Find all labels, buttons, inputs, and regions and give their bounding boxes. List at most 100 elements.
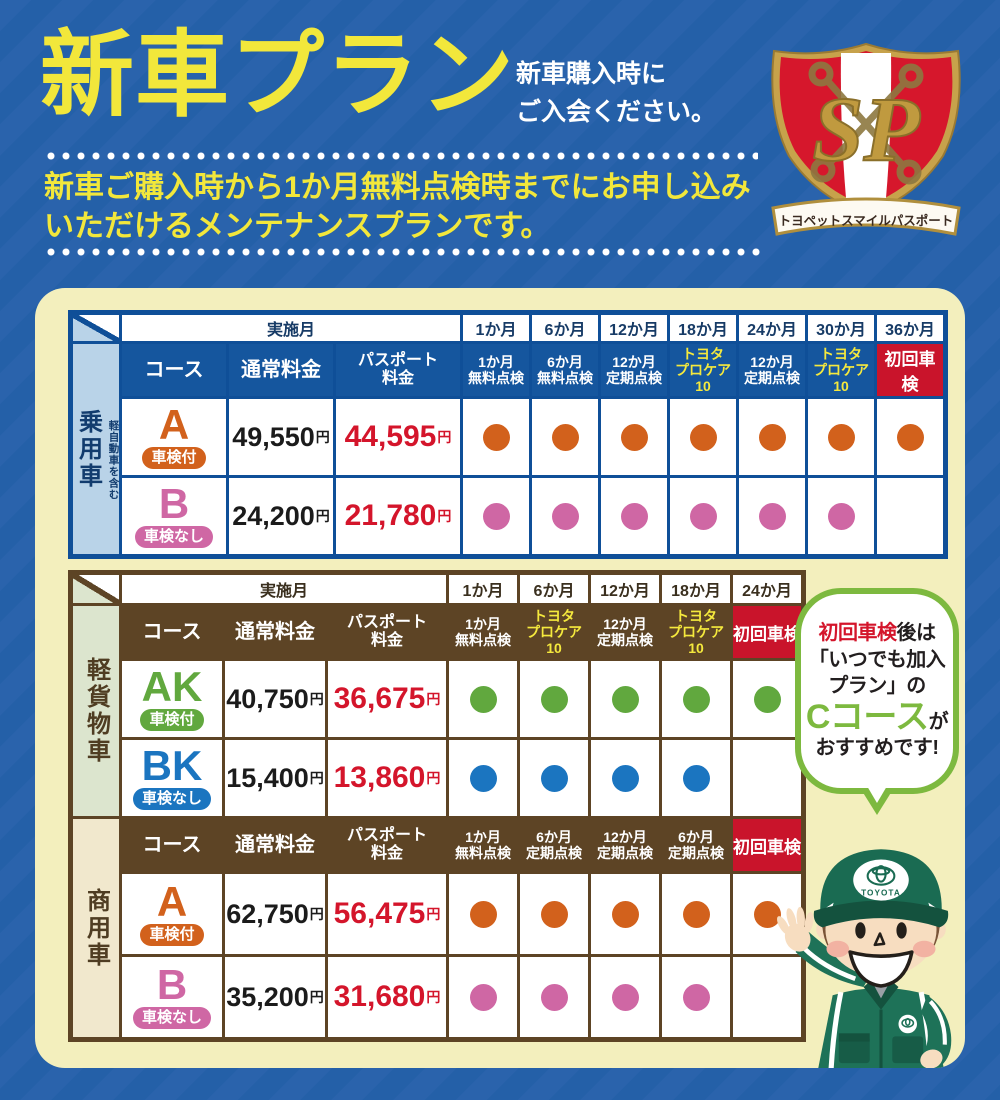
vehicle-label: 乗用車 — [74, 408, 102, 490]
dot-cell — [877, 399, 943, 475]
dot-cell — [520, 661, 588, 737]
dot-cell — [808, 399, 874, 475]
dot-cell — [463, 478, 529, 554]
month-label: 24か月 — [733, 575, 801, 603]
mascot-illustration: TOYOTA — [777, 849, 952, 1068]
month-label: 30か月 — [808, 315, 874, 341]
regular-price: 35,200 円 — [225, 957, 325, 1037]
passport-price: 13,860 円 — [328, 740, 446, 816]
col-header-regular: 通常料金 — [225, 819, 325, 871]
schedule-label: 実施月 — [122, 315, 460, 341]
shaken-badge: 車検付 — [140, 923, 204, 947]
course-cell: BK 車検なし — [122, 740, 222, 816]
dot-cell — [670, 399, 736, 475]
shaken-badge: 車検付 — [140, 708, 204, 732]
course-cell: A 車検付 — [122, 874, 222, 954]
dot-cell — [808, 478, 874, 554]
dot-cell — [532, 478, 598, 554]
dot-cell — [601, 399, 667, 475]
inspection-header: 12か月 定期点検 — [591, 606, 659, 658]
table-kei-commercial: 実施月 1か月 6か月 12か月 18か月 24か月 軽貨物車 コース 通常料金… — [68, 570, 806, 1042]
inspection-header-procare: トヨタ プロケア10 — [808, 344, 874, 396]
shaken-badge: 車検なし — [132, 787, 211, 811]
col-header-passport: パスポート 料金 — [328, 606, 446, 658]
inspection-header: 12か月 定期点検 — [601, 344, 667, 396]
col-header-regular: 通常料金 — [225, 606, 325, 658]
course-letter: B — [156, 960, 188, 1008]
badge-banner-text: トヨペットスマイルパスポート — [779, 213, 954, 228]
subtitle: 新車購入時に ご入会ください。 — [516, 60, 717, 126]
dot-cell — [520, 740, 588, 816]
inspection-header: 12か月 定期点検 — [591, 819, 659, 871]
dot-cell — [591, 740, 659, 816]
toyota-mechanic-mascot: TOYOTA — [773, 806, 965, 1068]
corner-cell — [73, 575, 119, 603]
col-header-course: コース — [122, 819, 222, 871]
dot-cell — [520, 874, 588, 954]
passport-price: 31,680 円 — [328, 957, 446, 1037]
vehicle-note: 軽自動車を含む — [107, 419, 120, 501]
course-letter: A — [158, 400, 190, 448]
inspection-header-shaken: 初回車検 — [877, 344, 943, 396]
dot-cell — [449, 874, 517, 954]
dot-cell — [670, 478, 736, 554]
col-header-passport: パスポート 料金 — [336, 344, 460, 396]
month-label: 18か月 — [662, 575, 730, 603]
course-letter: A — [156, 877, 188, 925]
col-header-course: コース — [122, 606, 222, 658]
inspection-header-procare: トヨタ プロケア10 — [662, 606, 730, 658]
dot-cell — [449, 957, 517, 1037]
dot-cell — [877, 478, 943, 554]
month-label: 18か月 — [670, 315, 736, 341]
month-label: 6か月 — [520, 575, 588, 603]
dot-cell — [449, 661, 517, 737]
dot-cell — [733, 957, 801, 1037]
cap-brand-text: TOYOTA — [861, 888, 901, 897]
vehicle-band-commercial: 商用車 — [73, 819, 119, 1037]
col-header-passport: パスポート 料金 — [328, 819, 446, 871]
recommendation-bubble: 初回車検後は 「いつでも加入 プラン」の Cコースが おすすめです! — [795, 588, 959, 794]
inspection-header: 1か月 無料点検 — [449, 606, 517, 658]
dotted-divider-bottom — [44, 248, 762, 256]
hand — [777, 906, 814, 952]
inspection-header-procare: トヨタ プロケア10 — [520, 606, 588, 658]
plan-panel: 実施月 1か月 6か月 12か月 18か月 24か月 30か月 36か月 乗用車… — [35, 288, 965, 1068]
shaken-badge: 車検なし — [132, 1006, 211, 1030]
vehicle-label: 商用車 — [82, 887, 110, 969]
vehicle-band-passenger: 乗用車 軽自動車を含む — [73, 344, 120, 554]
inspection-header-procare: トヨタ プロケア10 — [670, 344, 736, 396]
inspection-header: 6か月 定期点検 — [520, 819, 588, 871]
dot-cell — [520, 957, 588, 1037]
inspection-header-shaken: 初回車検 — [733, 606, 801, 658]
passport-price: 36,675 円 — [328, 661, 446, 737]
regular-price: 62,750 円 — [225, 874, 325, 954]
regular-price: 24,200 円 — [229, 478, 333, 554]
month-label: 6か月 — [532, 315, 598, 341]
passport-price: 56,475 円 — [328, 874, 446, 954]
dot-cell — [449, 740, 517, 816]
schedule-label: 実施月 — [122, 575, 446, 603]
course-letter: BK — [141, 741, 203, 789]
shaken-badge: 車検なし — [134, 525, 213, 549]
dot-cell — [662, 740, 730, 816]
dot-cell — [591, 957, 659, 1037]
passport-price: 44,595 円 — [336, 399, 460, 475]
month-label: 36か月 — [877, 315, 943, 341]
inspection-header: 6か月 定期点検 — [662, 819, 730, 871]
regular-price: 49,550 円 — [229, 399, 333, 475]
smile-passport-badge: SP トヨペットスマイルパスポート — [755, 38, 977, 253]
dot-cell — [733, 740, 801, 816]
regular-price: 40,750 円 — [225, 661, 325, 737]
month-label: 1か月 — [463, 315, 529, 341]
inspection-header: 1か月 無料点検 — [449, 819, 517, 871]
vehicle-label: 軽貨物車 — [82, 657, 110, 765]
month-label: 12か月 — [601, 315, 667, 341]
dot-cell — [739, 399, 805, 475]
course-letter: B — [158, 479, 190, 527]
regular-price: 15,400 円 — [225, 740, 325, 816]
inspection-header: 12か月 定期点検 — [739, 344, 805, 396]
description: 新車ご購入時から1か月無料点検時までにお申し込み いただけるメンテナンスプランで… — [44, 171, 751, 243]
dot-cell — [463, 399, 529, 475]
month-label: 24か月 — [739, 315, 805, 341]
table-passenger: 実施月 1か月 6か月 12か月 18か月 24か月 30か月 36か月 乗用車… — [68, 310, 948, 559]
